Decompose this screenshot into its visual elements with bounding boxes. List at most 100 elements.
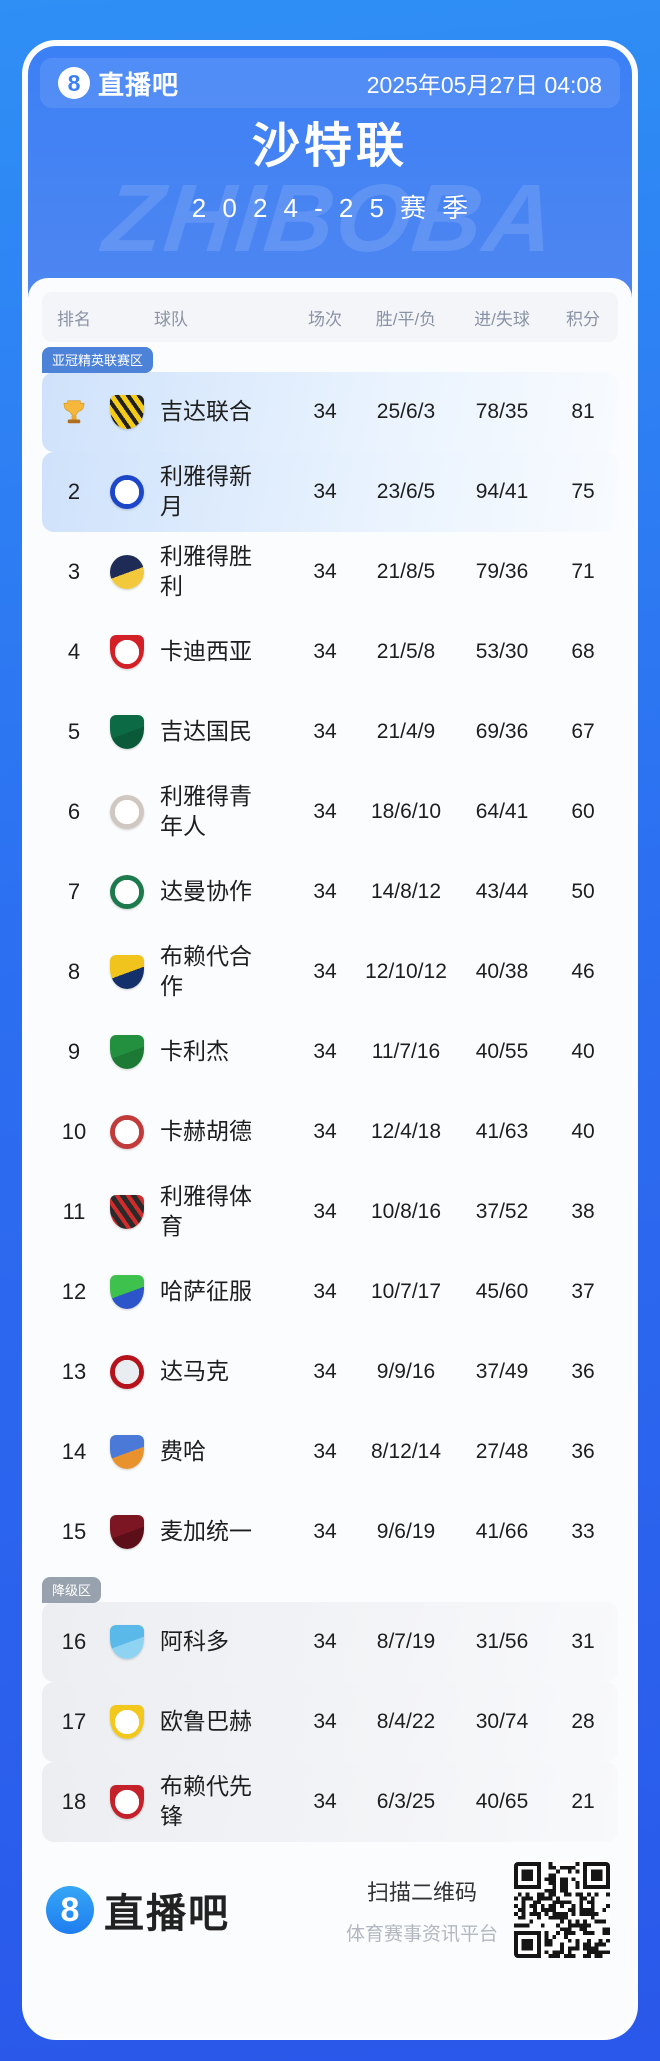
wdl-cell: 11/7/16 — [371, 1040, 441, 1063]
team-logo — [110, 1705, 144, 1739]
table-row-inner: 2 利雅得新月 34 23/6/5 94/41 75 — [42, 452, 618, 532]
zhibo8-logo-icon: 8 — [58, 67, 90, 99]
rank-number: 6 — [67, 799, 81, 824]
platform-slogan: 体育赛事资讯平台 — [345, 1923, 498, 1945]
top-bar: 8 直播吧 2025年05月27日 04:08 — [40, 58, 620, 108]
played-cell: 34 — [313, 1790, 337, 1813]
wdl-cell: 21/5/8 — [376, 640, 436, 663]
team-name: 哈萨征服 — [160, 1278, 252, 1305]
points-cell: 68 — [571, 640, 595, 663]
goals-cell: 94/41 — [475, 480, 529, 503]
played-cell: 34 — [313, 560, 337, 583]
team-cell: 布赖代合作 — [106, 942, 294, 1002]
rank-cell: 12 — [42, 1279, 106, 1305]
team-logo — [110, 1515, 144, 1549]
table-row: 13 达马克 34 9/9/16 37/49 36 — [42, 1332, 618, 1412]
team-name: 利雅得体育 — [160, 1183, 252, 1239]
team-cell: 利雅得胜利 — [106, 542, 294, 602]
played-cell: 34 — [313, 880, 337, 903]
team-name: 达马克 — [160, 1358, 229, 1385]
goals-cell: 31/56 — [475, 1630, 529, 1653]
team-logo — [110, 1435, 144, 1469]
wdl-cell: 12/4/18 — [370, 1120, 442, 1143]
played-cell: 34 — [313, 960, 337, 983]
rank-number: 9 — [67, 1039, 81, 1064]
goals-cell: 40/38 — [475, 960, 529, 983]
table-row-inner: 17 欧鲁巴赫 34 8/4/22 30/74 28 — [42, 1682, 618, 1762]
goals-cell: 27/48 — [475, 1440, 529, 1463]
wdl-cell: 10/7/17 — [370, 1280, 442, 1303]
rank-cell: 8 — [42, 959, 106, 985]
footer: 8 直播吧 扫描二维码 体育赛事资讯平台 — [42, 1842, 618, 1958]
team-logo — [110, 1355, 144, 1389]
goals-cell: 64/41 — [475, 800, 529, 823]
wdl-cell: 10/8/16 — [370, 1200, 442, 1223]
team-name: 欧鲁巴赫 — [160, 1708, 252, 1735]
goals-cell: 37/52 — [475, 1200, 529, 1223]
points-cell: 71 — [571, 560, 595, 583]
table-row: 5 吉达国民 34 21/4/9 69/36 67 — [42, 692, 618, 772]
page-title: 沙特联 — [251, 120, 408, 173]
goals-cell: 41/63 — [475, 1120, 529, 1143]
team-cell: 达曼协作 — [106, 875, 294, 909]
table-row: 10 卡赫胡德 34 12/4/18 41/63 40 — [42, 1092, 618, 1172]
wdl-cell: 25/6/3 — [376, 400, 436, 423]
standings-panel: 排名 球队 场次 胜/平/负 进/失球 积分 亚冠精英联赛区 吉达联合 — [28, 278, 632, 2034]
team-name: 布赖代先锋 — [160, 1773, 252, 1829]
team-cell: 布赖代先锋 — [106, 1772, 294, 1832]
played-cell: 34 — [313, 1630, 337, 1653]
points-cell: 21 — [571, 1790, 595, 1813]
col-played: 场次 — [308, 309, 342, 329]
points-cell: 36 — [571, 1440, 595, 1463]
rank-number: 5 — [67, 719, 81, 744]
wdl-cell: 21/4/9 — [376, 720, 436, 743]
brand-name: 直播吧 — [98, 69, 180, 100]
table-row: 9 卡利杰 34 11/7/16 40/55 40 — [42, 1012, 618, 1092]
rank-cell: 10 — [42, 1119, 106, 1145]
rank-cell: 4 — [42, 639, 106, 665]
points-cell: 81 — [571, 400, 595, 423]
team-cell: 卡赫胡德 — [106, 1115, 294, 1149]
wdl-cell: 9/6/19 — [376, 1520, 436, 1543]
table-row: 降级区 16 阿科多 34 8/7/19 31/56 31 — [42, 1577, 618, 1682]
rank-cell: 16 — [42, 1629, 106, 1655]
datetime-label: 2025年05月27日 04:08 — [366, 72, 602, 98]
team-logo — [110, 1035, 144, 1069]
table-row: 15 麦加统一 34 9/6/19 41/66 33 — [42, 1492, 618, 1572]
table-row: 亚冠精英联赛区 吉达联合 34 25/6/3 78/35 81 — [42, 347, 618, 452]
team-cell: 阿科多 — [106, 1625, 294, 1659]
wdl-cell: 18/6/10 — [370, 800, 442, 823]
team-cell: 吉达联合 — [106, 395, 294, 429]
rank-cell: 17 — [42, 1709, 106, 1735]
table-row-inner: 11 利雅得体育 34 10/8/16 37/52 38 — [42, 1172, 618, 1252]
wdl-cell: 12/10/12 — [365, 960, 447, 983]
played-cell: 34 — [313, 1520, 337, 1543]
team-name: 麦加统一 — [160, 1518, 252, 1545]
table-header: 排名 球队 场次 胜/平/负 进/失球 积分 — [42, 292, 618, 342]
team-logo — [110, 1275, 144, 1309]
team-logo — [110, 795, 144, 829]
zone-badge: 降级区 — [42, 1577, 102, 1603]
table-row: 18 布赖代先锋 34 6/3/25 40/65 21 — [42, 1762, 618, 1842]
team-logo — [110, 1195, 144, 1229]
team-cell: 利雅得青年人 — [106, 782, 294, 842]
wdl-cell: 14/8/12 — [370, 880, 442, 903]
team-cell: 哈萨征服 — [106, 1275, 294, 1309]
table-row: 6 利雅得青年人 34 18/6/10 64/41 60 — [42, 772, 618, 852]
wdl-cell: 8/4/22 — [376, 1710, 436, 1733]
team-name: 利雅得新月 — [160, 463, 252, 519]
brand: 8 直播吧 — [58, 65, 179, 102]
trophy-icon — [63, 400, 85, 424]
team-name: 卡赫胡德 — [160, 1118, 252, 1145]
played-cell: 34 — [313, 480, 337, 503]
footer-texts: 扫描二维码 体育赛事资讯平台 — [346, 1875, 498, 1946]
team-cell: 利雅得新月 — [106, 462, 294, 522]
played-cell: 34 — [313, 1200, 337, 1223]
hero-section: ZHIBOBA 8 直播吧 2025年05月27日 04:08 沙特联 2024… — [28, 46, 632, 298]
rank-number: 12 — [61, 1279, 87, 1304]
table-row-inner: 18 布赖代先锋 34 6/3/25 40/65 21 — [42, 1762, 618, 1842]
rank-cell: 13 — [42, 1359, 106, 1385]
team-name: 利雅得胜利 — [160, 543, 252, 599]
goals-cell: 78/35 — [475, 400, 529, 423]
played-cell: 34 — [313, 1360, 337, 1383]
